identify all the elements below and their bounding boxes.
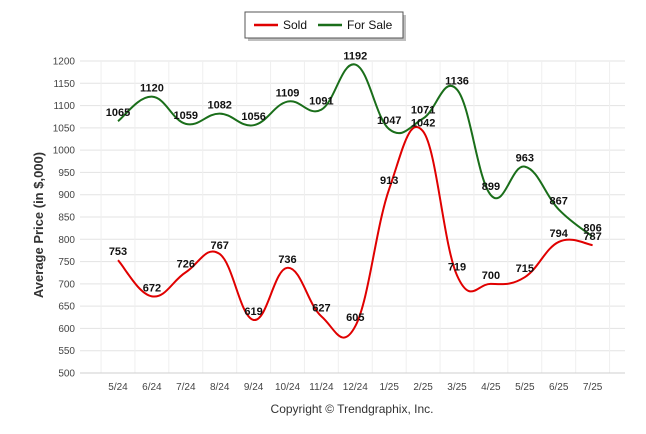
- y-tick-label: 800: [58, 235, 75, 246]
- y-tick-label: 700: [58, 279, 75, 290]
- x-tick-label: 12/24: [343, 382, 368, 393]
- x-tick-label: 7/24: [176, 382, 196, 393]
- y-axis-ticks: 500 550 600 650 700 750 800 850 900 950 1000 1050 11…: [53, 57, 76, 380]
- x-tick-label: 8/24: [210, 382, 230, 393]
- data-label: 753: [109, 246, 127, 258]
- legend-label: For Sale: [347, 18, 393, 32]
- x-tick-label: 6/25: [549, 382, 569, 393]
- y-tick-label: 600: [58, 324, 75, 335]
- x-axis-ticks: 5/24 6/24 7/24 8/24 9/24 10/24 11/24 12/24 1/25 2…: [108, 382, 603, 393]
- data-label: 1065: [106, 107, 130, 119]
- y-tick-label: 1200: [53, 57, 76, 68]
- data-label: 787: [583, 231, 601, 243]
- data-label: 736: [278, 254, 296, 266]
- y-tick-label: 1100: [53, 101, 75, 112]
- x-tick-label: 4/25: [481, 382, 501, 393]
- data-label: 1042: [411, 117, 435, 129]
- data-label: 672: [143, 282, 161, 294]
- legend: Sold For Sale: [244, 11, 406, 41]
- x-tick-label: 6/24: [142, 382, 162, 393]
- data-label: 627: [312, 302, 330, 314]
- data-label: 1136: [445, 76, 469, 88]
- data-label: 794: [550, 228, 569, 240]
- copyright-text: Copyright © Trendgraphix, Inc.: [271, 402, 434, 416]
- data-label: 1056: [241, 111, 265, 123]
- data-label: 1082: [207, 100, 231, 112]
- data-label: 715: [516, 263, 534, 275]
- data-labels: 753 672 726 767 619 736 627 605 913 1042 719 700 715…: [106, 51, 602, 325]
- data-label: 806: [583, 223, 601, 235]
- data-label: 1047: [377, 115, 401, 127]
- data-label: 719: [448, 261, 466, 273]
- series-line-0: [117, 126, 593, 339]
- x-tick-label: 9/24: [244, 382, 264, 393]
- data-label: 1109: [276, 88, 300, 100]
- data-label: 899: [482, 181, 500, 193]
- y-tick-label: 900: [58, 190, 75, 201]
- x-tick-label: 2/25: [413, 382, 433, 393]
- x-tick-label: 3/25: [447, 382, 467, 393]
- data-label: 1192: [343, 51, 367, 63]
- data-label: 619: [244, 306, 262, 318]
- y-tick-label: 950: [58, 168, 75, 179]
- data-label: 1059: [174, 110, 198, 122]
- y-tick-label: 550: [58, 346, 75, 357]
- x-tick-label: 7/25: [583, 382, 603, 393]
- data-label: 867: [550, 195, 568, 207]
- y-tick-label: 1050: [53, 123, 76, 134]
- data-label: 1091: [309, 96, 333, 108]
- y-tick-label: 1000: [53, 146, 76, 157]
- y-tick-label: 850: [58, 213, 75, 224]
- y-tick-label: 500: [58, 369, 75, 380]
- legend-label: Sold: [283, 18, 307, 32]
- series-lines: [117, 63, 594, 339]
- y-axis-label: Average Price (in $,000): [31, 152, 46, 298]
- x-tick-label: 10/24: [275, 382, 300, 393]
- x-tick-label: 1/25: [379, 382, 399, 393]
- data-label: 726: [177, 258, 195, 270]
- y-tick-label: 650: [58, 302, 75, 313]
- data-label: 963: [516, 153, 534, 165]
- data-label: 1120: [140, 83, 164, 95]
- data-label: 767: [211, 240, 229, 252]
- data-label: 913: [380, 175, 398, 187]
- x-tick-label: 5/24: [108, 382, 128, 393]
- data-label: 1071: [411, 104, 435, 116]
- x-tick-label: 11/24: [309, 382, 334, 393]
- y-tick-label: 1150: [53, 79, 75, 90]
- x-tick-label: 5/25: [515, 382, 535, 393]
- y-tick-label: 750: [58, 257, 75, 268]
- gridlines: [80, 60, 625, 374]
- data-label: 700: [482, 270, 500, 282]
- data-label: 605: [346, 312, 364, 324]
- series-line-1: [117, 63, 594, 238]
